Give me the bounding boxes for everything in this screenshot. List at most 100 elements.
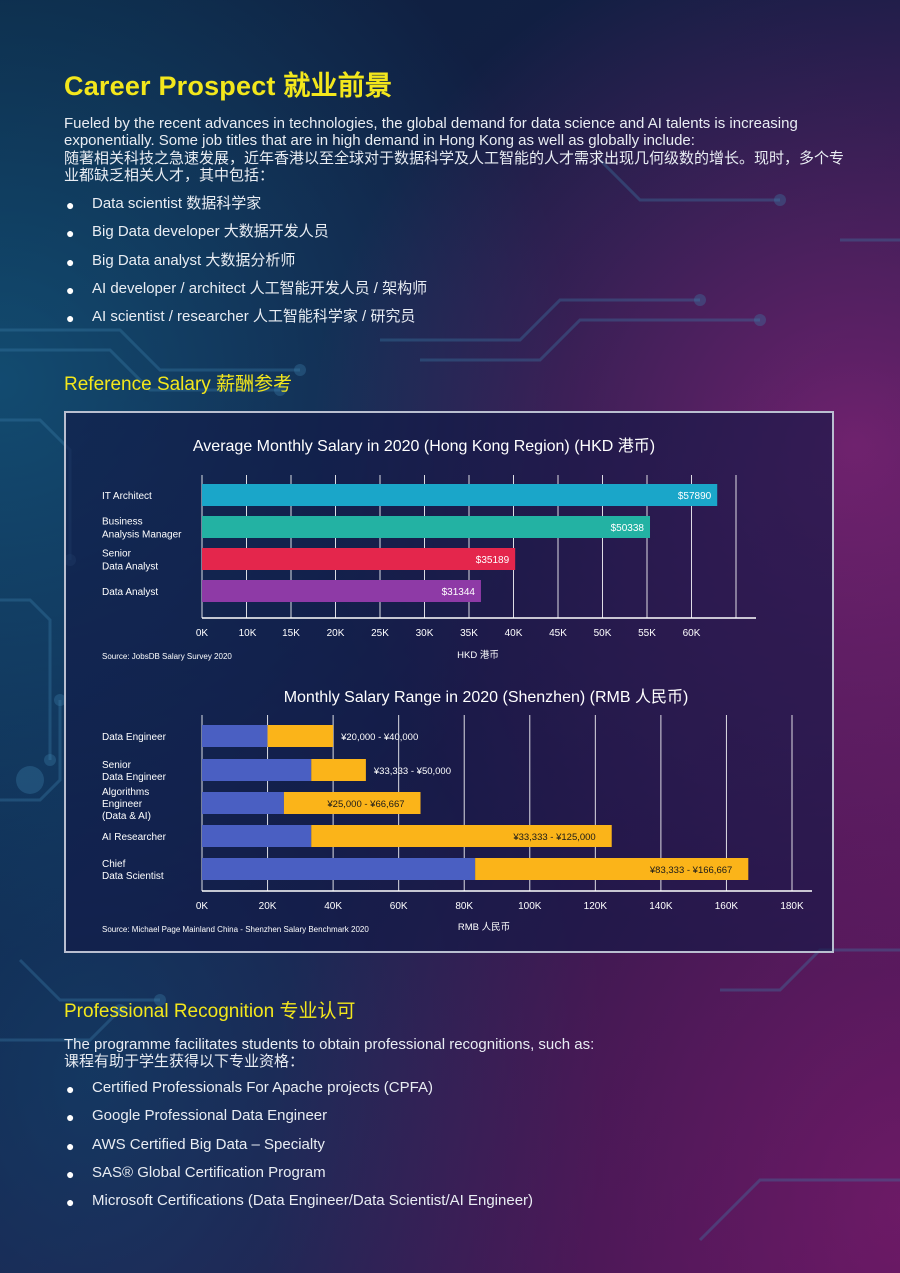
chart2-bar-range	[311, 825, 612, 847]
bullet-icon: ●	[66, 1137, 75, 1154]
chart2-category-label: (Data & AI)	[102, 811, 151, 822]
chart1-data-label: $35189	[476, 555, 510, 566]
bullet-icon: ●	[66, 225, 75, 242]
list-item: ● Big Data analyst 大数据分析师	[64, 252, 764, 280]
chart1-tick-label: 15K	[282, 628, 300, 639]
chart1-bar	[202, 580, 481, 602]
list-item: ● Big Data developer 大数据开发人员	[64, 223, 764, 251]
recognition-list: ● Certified Professionals For Apache proj…	[64, 1079, 764, 1220]
chart1-category-label: Data Analyst	[102, 587, 158, 598]
chart1-tick-label: 35K	[460, 628, 478, 639]
list-item-label: AI developer / architect 人工智能开发人员 / 架构师	[92, 279, 428, 297]
chart1-source: Source: JobsDB Salary Survey 2020	[102, 652, 232, 661]
chart2-category-label: Data Scientist	[102, 871, 164, 882]
bullet-icon: ●	[66, 1081, 75, 1097]
chart1-tick-label: 20K	[327, 628, 345, 639]
chart2-category-label: Chief	[102, 859, 126, 870]
chart1-category-label: Analysis Manager	[102, 530, 182, 541]
salary-charts-panel: Average Monthly Salary in 2020 (Hong Kon…	[64, 411, 834, 953]
chart2-category-label: AI Researcher	[102, 832, 167, 843]
bullet-icon: ●	[66, 197, 75, 213]
chart2-range-label: ¥33,333 - ¥50,000	[373, 766, 451, 777]
chart2-tick-label: 0K	[196, 901, 209, 912]
bullet-icon: ●	[66, 1165, 75, 1182]
chart2-tick-label: 40K	[324, 901, 342, 912]
chart1-category-label: IT Architect	[102, 491, 152, 502]
intro-chinese: 随著相关科技之急速发展，近年香港以至全球对于数据科学及人工智能的人才需求出现几何…	[64, 150, 845, 184]
list-item: ● SAS® Global Certification Program	[64, 1164, 764, 1192]
chart1-tick-label: 25K	[371, 628, 389, 639]
bullet-icon: ●	[66, 1194, 75, 1211]
bullet-icon: ●	[66, 310, 75, 327]
bullet-icon: ●	[66, 1109, 75, 1126]
list-item: ● AI developer / architect 人工智能开发人员 / 架构师	[64, 280, 764, 308]
chart2-category-label: Algorithms	[102, 787, 149, 798]
recognition-intro: The programme facilitates students to ob…	[64, 1036, 844, 1070]
chart2-bar-range	[311, 759, 366, 781]
chart1-tick-label: 60K	[683, 628, 701, 639]
intro-paragraph: Fueled by the recent advances in technol…	[64, 115, 844, 184]
chart2-tick-label: 60K	[390, 901, 408, 912]
chart1-bar	[202, 548, 516, 570]
list-item-label: AWS Certified Big Data – Specialty	[92, 1135, 325, 1153]
chart2-range-label: ¥83,333 - ¥166,667	[649, 865, 732, 876]
list-item-label: SAS® Global Certification Program	[92, 1163, 326, 1181]
list-item-label: Microsoft Certifications (Data Engineer/…	[92, 1192, 534, 1210]
page-title: Career Prospect 就业前景	[64, 71, 393, 101]
intro-english: Fueled by the recent advances in technol…	[64, 115, 798, 149]
recognition-intro-english: The programme facilitates students to ob…	[64, 1036, 595, 1053]
chart2-tick-label: 120K	[584, 901, 608, 912]
bullet-icon: ●	[66, 253, 75, 270]
list-item-label: Data scientist 数据科学家	[92, 195, 262, 212]
chart1-tick-label: 30K	[416, 628, 434, 639]
salary-heading: Reference Salary 薪酬参考	[64, 374, 293, 395]
chart1-x-label: HKD 港币	[457, 649, 499, 661]
chart2-source: Source: Michael Page Mainland China - Sh…	[102, 925, 369, 934]
chart2-bar-base	[202, 858, 476, 880]
list-item-label: Certified Professionals For Apache proje…	[92, 1079, 433, 1096]
list-item: ● Certified Professionals For Apache proj…	[64, 1079, 764, 1107]
chart1-data-label: $31344	[442, 587, 476, 598]
chart1-category-label: Senior	[102, 549, 132, 560]
list-item: ● AWS Certified Big Data – Specialty	[64, 1136, 764, 1164]
list-item-label: Google Professional Data Engineer	[92, 1107, 328, 1125]
chart2-bar-range	[475, 858, 749, 880]
salary-charts: Average Monthly Salary in 2020 (Hong Kon…	[102, 437, 812, 934]
list-item-label: Big Data developer 大数据开发人员	[92, 223, 329, 241]
chart2-category-label: Data Engineer	[102, 732, 167, 743]
list-item-label: AI scientist / researcher 人工智能科学家 / 研究员	[92, 308, 416, 326]
chart2-category-label: Engineer	[102, 799, 143, 810]
chart2-bar-base	[202, 759, 312, 781]
chart2-tick-label: 80K	[455, 901, 473, 912]
chart2-tick-label: 140K	[649, 901, 673, 912]
chart1-data-label: $50338	[611, 523, 645, 534]
chart2-bar-range	[267, 725, 334, 747]
chart1-tick-label: 0K	[196, 628, 209, 639]
chart2-tick-label: 20K	[259, 901, 277, 912]
job-list: ● Data scientist 数据科学家 ● Big Data develope…	[64, 195, 764, 336]
chart2-category-label: Senior	[102, 760, 132, 771]
chart1-bar	[202, 484, 718, 506]
chart2-range-label: ¥33,333 - ¥125,000	[512, 832, 595, 843]
list-item: ● Microsoft Certifications (Data Engineer…	[64, 1192, 764, 1220]
chart1-tick-label: 55K	[638, 628, 656, 639]
list-item: ● Data scientist 数据科学家	[64, 195, 764, 223]
chart2-bar-base	[202, 725, 268, 747]
chart2-x-label: RMB 人民币	[458, 922, 510, 933]
chart2-bar-range	[283, 792, 421, 814]
chart2-bar-base	[202, 825, 312, 847]
chart1-tick-label: 40K	[505, 628, 523, 639]
chart2-tick-label: 100K	[518, 901, 542, 912]
list-item: ● AI scientist / researcher 人工智能科学家 / 研究员	[64, 308, 764, 336]
chart2-range-label: ¥25,000 - ¥66,667	[326, 799, 404, 810]
chart1-data-label: $57890	[678, 491, 712, 502]
chart1-tick-label: 45K	[549, 628, 567, 639]
chart1-bar	[202, 516, 651, 538]
chart1-tick-label: 10K	[239, 628, 257, 639]
chart1-title: Average Monthly Salary in 2020 (Hong Kon…	[193, 437, 655, 455]
list-item: ● Google Professional Data Engineer	[64, 1107, 764, 1135]
recognition-intro-chinese: 课程有助于学生获得以下专业资格：	[64, 1053, 305, 1070]
chart2-tick-label: 180K	[780, 901, 804, 912]
chart2-range-label: ¥20,000 - ¥40,000	[340, 732, 418, 743]
